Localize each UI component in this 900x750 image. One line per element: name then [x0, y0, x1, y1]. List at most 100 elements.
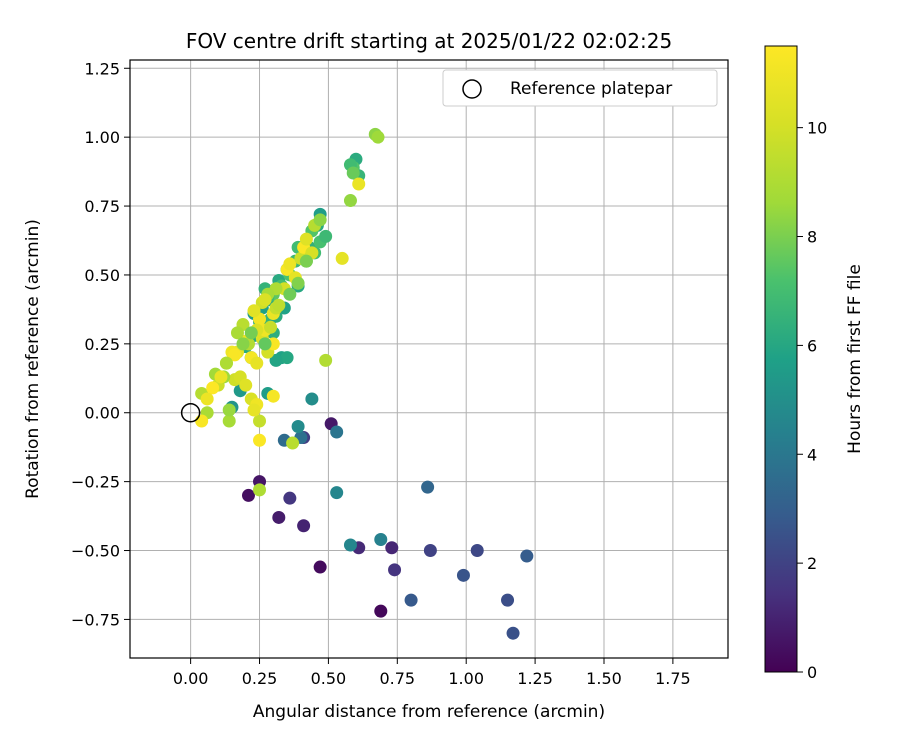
data-point — [470, 544, 484, 558]
y-tick-label: −0.25 — [71, 473, 120, 492]
data-point — [250, 356, 264, 370]
colorbar-label: Hours from first FF file — [845, 264, 865, 454]
data-point — [335, 251, 349, 265]
data-point — [346, 166, 360, 180]
data-point — [501, 593, 515, 607]
data-point — [244, 326, 258, 340]
data-point — [352, 177, 366, 191]
x-axis-ticks: 0.00 0.25 0.50 0.75 1.00 1.25 1.50 1.75 — [173, 658, 691, 688]
data-point — [423, 544, 437, 558]
data-point — [313, 560, 327, 574]
data-point — [258, 293, 272, 307]
data-point — [241, 488, 255, 502]
data-point — [305, 392, 319, 406]
y-tick-label: 0.25 — [84, 335, 120, 354]
legend-marker-reference — [462, 79, 482, 99]
data-point — [404, 593, 418, 607]
data-point — [520, 549, 534, 563]
data-point — [388, 563, 402, 577]
data-point — [319, 353, 333, 367]
data-point — [253, 433, 267, 447]
plot-area — [130, 60, 728, 658]
reference-platepar-marker — [180, 402, 201, 423]
data-point — [283, 287, 297, 301]
x-tick-label: 1.00 — [448, 669, 484, 688]
data-point — [195, 414, 209, 428]
x-tick-label: 0.00 — [173, 669, 209, 688]
data-point — [214, 370, 228, 384]
data-point — [272, 298, 286, 312]
data-point — [330, 425, 344, 439]
data-point — [319, 229, 333, 243]
data-point — [343, 538, 357, 552]
data-point — [200, 392, 214, 406]
colorbar-tick-label: 10 — [807, 119, 827, 138]
data-point — [247, 403, 261, 417]
data-point — [206, 381, 220, 395]
colorbar-tick-label: 0 — [807, 663, 817, 682]
data-point — [299, 232, 313, 246]
colorbar-tick-label: 2 — [807, 554, 817, 573]
data-point — [421, 480, 435, 494]
y-tick-label: 1.25 — [84, 59, 120, 78]
data-point — [230, 326, 244, 340]
data-point — [371, 130, 385, 144]
data-point — [343, 194, 357, 208]
x-tick-label: 0.75 — [379, 669, 415, 688]
data-point — [253, 414, 267, 428]
x-tick-label: 1.50 — [586, 669, 622, 688]
data-point — [264, 320, 278, 334]
data-point — [280, 351, 294, 365]
data-point — [456, 568, 470, 582]
colorbar-tick-label: 6 — [807, 336, 817, 355]
x-tick-label: 1.25 — [517, 669, 553, 688]
data-point — [258, 337, 272, 351]
y-tick-label: −0.50 — [71, 542, 120, 561]
data-point — [330, 486, 344, 500]
data-point — [236, 337, 250, 351]
data-point — [219, 356, 233, 370]
data-point — [272, 510, 286, 524]
data-point — [269, 353, 283, 367]
data-point — [222, 403, 236, 417]
y-tick-label: 0.00 — [84, 404, 120, 423]
y-tick-label: 1.00 — [84, 128, 120, 147]
data-point — [266, 389, 280, 403]
y-tick-label: 0.75 — [84, 197, 120, 216]
y-axis-label: Rotation from reference (arcmin) — [23, 219, 43, 499]
x-axis-label: Angular distance from reference (arcmin) — [253, 702, 605, 722]
y-axis-ticks: −0.75 −0.50 −0.25 0.00 0.25 0.50 0.75 1.00 1.25 — [71, 59, 130, 629]
data-point — [228, 348, 242, 362]
data-point — [286, 436, 300, 450]
y-tick-label: 0.50 — [84, 266, 120, 285]
data-point — [291, 420, 305, 434]
data-points — [195, 127, 534, 640]
legend-label-reference: Reference platepar — [510, 79, 672, 99]
colorbar-ticks: 0 2 4 6 8 10 — [797, 119, 827, 682]
x-tick-label: 1.75 — [655, 669, 691, 688]
data-point — [253, 483, 267, 497]
data-point — [291, 276, 305, 290]
x-tick-label: 0.25 — [242, 669, 278, 688]
legend-box — [442, 69, 718, 107]
legend: Reference platepar — [442, 69, 718, 107]
x-tick-label: 0.50 — [311, 669, 347, 688]
data-point — [247, 304, 261, 318]
data-point — [299, 254, 313, 268]
data-point — [385, 541, 399, 555]
data-point — [374, 604, 388, 618]
colorbar-gradient — [764, 45, 798, 673]
data-point — [506, 626, 520, 640]
data-point — [239, 378, 253, 392]
data-point — [297, 519, 311, 533]
y-tick-label: −0.75 — [71, 610, 120, 629]
chart-title: FOV centre drift starting at 2025/01/22 … — [186, 29, 672, 53]
plot-frame — [129, 59, 729, 659]
data-point — [313, 213, 327, 227]
data-point — [222, 414, 236, 428]
data-point — [374, 533, 388, 547]
colorbar: 0 2 4 6 8 10 Hours from first FF file — [764, 45, 865, 682]
data-point — [283, 257, 297, 271]
colorbar-tick-label: 8 — [807, 228, 817, 247]
